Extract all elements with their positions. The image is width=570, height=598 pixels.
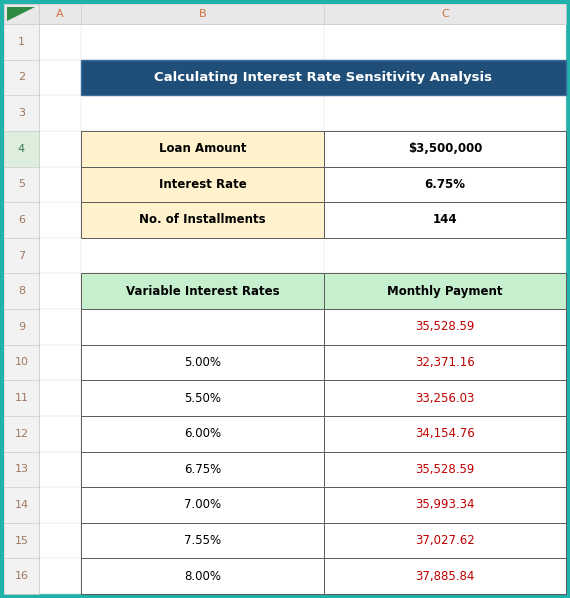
Text: 7.00%: 7.00%	[184, 499, 221, 511]
Text: 8.00%: 8.00%	[184, 570, 221, 582]
Text: Loan Amount: Loan Amount	[159, 142, 246, 155]
Text: Variable Interest Rates: Variable Interest Rates	[126, 285, 279, 298]
Bar	[324, 4, 566, 24]
Bar	[324, 202, 566, 238]
Bar	[4, 60, 39, 95]
Bar	[324, 559, 566, 594]
Bar	[81, 451, 324, 487]
Text: 1: 1	[18, 37, 25, 47]
Bar	[324, 380, 566, 416]
Text: 10: 10	[14, 358, 28, 367]
Bar	[324, 523, 566, 559]
Bar	[4, 202, 39, 238]
Bar	[81, 309, 324, 344]
Text: 3: 3	[18, 108, 25, 118]
Bar	[324, 166, 566, 202]
Text: 5: 5	[18, 179, 25, 190]
Bar	[4, 273, 39, 309]
Text: A: A	[56, 9, 64, 19]
Bar	[324, 451, 566, 487]
Bar	[324, 309, 566, 344]
Text: 5.50%: 5.50%	[184, 392, 221, 405]
Text: Interest Rate: Interest Rate	[158, 178, 246, 191]
Text: Monthly Payment: Monthly Payment	[387, 285, 503, 298]
Text: 6.75%: 6.75%	[425, 178, 466, 191]
Text: 11: 11	[14, 393, 28, 403]
Text: No. of Installments: No. of Installments	[139, 213, 266, 227]
Text: 13: 13	[14, 464, 28, 474]
Bar	[81, 487, 324, 523]
Bar	[4, 344, 39, 380]
Bar	[4, 487, 39, 523]
Text: 15: 15	[14, 536, 28, 545]
Text: 5.00%: 5.00%	[184, 356, 221, 369]
Text: 144: 144	[433, 213, 457, 227]
Text: B: B	[199, 9, 206, 19]
Bar	[4, 451, 39, 487]
Bar	[81, 202, 324, 238]
Bar	[81, 60, 566, 95]
Bar	[81, 380, 324, 416]
Bar	[81, 4, 324, 24]
Text: 6.75%: 6.75%	[184, 463, 221, 476]
Text: 32,371.16: 32,371.16	[415, 356, 475, 369]
Bar	[4, 24, 39, 60]
Text: 9: 9	[18, 322, 25, 332]
Bar	[4, 4, 39, 24]
Text: 37,027.62: 37,027.62	[415, 534, 475, 547]
Text: 37,885.84: 37,885.84	[416, 570, 475, 582]
Bar	[324, 344, 566, 380]
Bar	[4, 131, 39, 166]
Text: 35,993.34: 35,993.34	[416, 499, 475, 511]
Text: C: C	[441, 9, 449, 19]
Bar	[324, 416, 566, 451]
Text: Calculating Interest Rate Sensitivity Analysis: Calculating Interest Rate Sensitivity An…	[154, 71, 492, 84]
Polygon shape	[7, 7, 35, 21]
Text: 14: 14	[14, 500, 28, 510]
Text: 33,256.03: 33,256.03	[416, 392, 475, 405]
Bar	[4, 559, 39, 594]
Bar	[81, 131, 324, 166]
Bar	[4, 309, 39, 344]
Bar	[324, 487, 566, 523]
Bar	[81, 416, 324, 451]
Bar	[81, 273, 324, 309]
Bar	[39, 4, 81, 24]
Text: 7.55%: 7.55%	[184, 534, 221, 547]
Bar	[4, 416, 39, 451]
Text: 6.00%: 6.00%	[184, 427, 221, 440]
Bar	[324, 131, 566, 166]
Text: 35,528.59: 35,528.59	[416, 321, 475, 333]
Bar	[4, 95, 39, 131]
Bar	[4, 166, 39, 202]
Text: 7: 7	[18, 251, 25, 261]
Text: 34,154.76: 34,154.76	[415, 427, 475, 440]
Bar	[4, 238, 39, 273]
Text: 4: 4	[18, 144, 25, 154]
Bar	[4, 523, 39, 559]
Text: $3,500,000: $3,500,000	[408, 142, 482, 155]
Text: 6: 6	[18, 215, 25, 225]
Bar	[81, 523, 324, 559]
Text: 8: 8	[18, 286, 25, 296]
Text: 12: 12	[14, 429, 28, 439]
Bar	[4, 380, 39, 416]
Bar	[81, 344, 324, 380]
Bar	[81, 559, 324, 594]
Text: 35,528.59: 35,528.59	[416, 463, 475, 476]
Bar	[324, 273, 566, 309]
Bar	[81, 166, 324, 202]
Text: 16: 16	[14, 571, 28, 581]
Text: 2: 2	[18, 72, 25, 83]
